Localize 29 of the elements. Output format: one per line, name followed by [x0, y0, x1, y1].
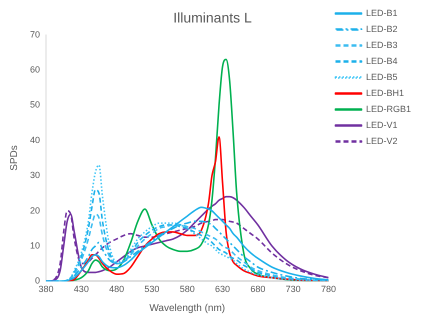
x-tick-label: 580: [180, 284, 195, 294]
chart-title: Illuminants L: [173, 9, 252, 26]
legend-label: LED-RGB1: [366, 104, 411, 114]
y-tick-label: 0: [34, 276, 40, 286]
y-tick-label: 70: [30, 29, 40, 40]
y-tick-label: 40: [30, 134, 40, 145]
x-tick-label: 780: [320, 284, 336, 294]
legend-label: LED-B4: [366, 56, 398, 66]
x-tick-label: 680: [250, 284, 266, 294]
y-tick-label: 10: [30, 240, 40, 250]
x-tick-label: 730: [286, 284, 301, 294]
legend-label: LED-V2: [366, 136, 398, 146]
x-tick-label: 630: [215, 284, 230, 294]
y-tick-label: 60: [30, 64, 40, 74]
y-axis-title: SPDs: [8, 145, 20, 171]
legend-label: LED-B2: [366, 24, 398, 34]
legend-label: LED-V1: [366, 120, 398, 130]
x-tick-label: 530: [144, 284, 160, 294]
legend-label: LED-B3: [366, 40, 398, 50]
y-tick-label: 50: [30, 100, 40, 110]
x-tick-label: 430: [74, 284, 89, 294]
legend-label: LED-B5: [366, 72, 398, 82]
x-axis-title: Wavelength (nm): [149, 302, 226, 314]
y-tick-label: 20: [30, 205, 40, 216]
x-tick-label: 380: [38, 284, 54, 294]
legend-label: LED-BH1: [366, 88, 404, 98]
legend-label: LED-B1: [366, 8, 398, 18]
y-tick-label: 30: [30, 170, 40, 180]
x-tick-label: 480: [109, 284, 124, 294]
